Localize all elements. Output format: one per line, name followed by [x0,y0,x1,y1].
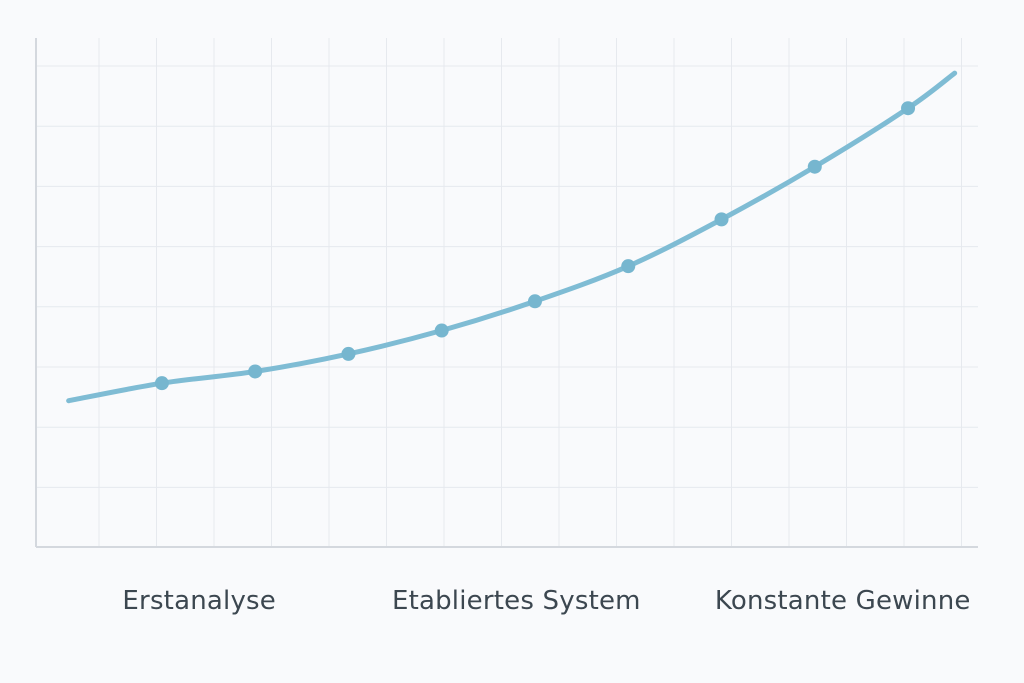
x-tick-label-konstante-gewinne: Konstante Gewinne [714,586,971,616]
series-point-5 [527,294,542,309]
series-point-3 [341,346,356,361]
series-point-4 [434,323,449,338]
x-tick-label-etabliertes-system: Etabliertes System [391,586,641,616]
series-line [66,70,958,404]
series-point-6 [621,259,636,274]
grid [36,38,978,547]
series-point-9 [901,101,916,116]
series-point-2 [248,364,263,379]
series-point-1 [154,376,169,391]
series-points [154,101,916,391]
series-point-7 [714,212,729,227]
x-tick-label-erstanalyse: Erstanalyse [122,586,276,616]
series-point-8 [807,159,822,174]
